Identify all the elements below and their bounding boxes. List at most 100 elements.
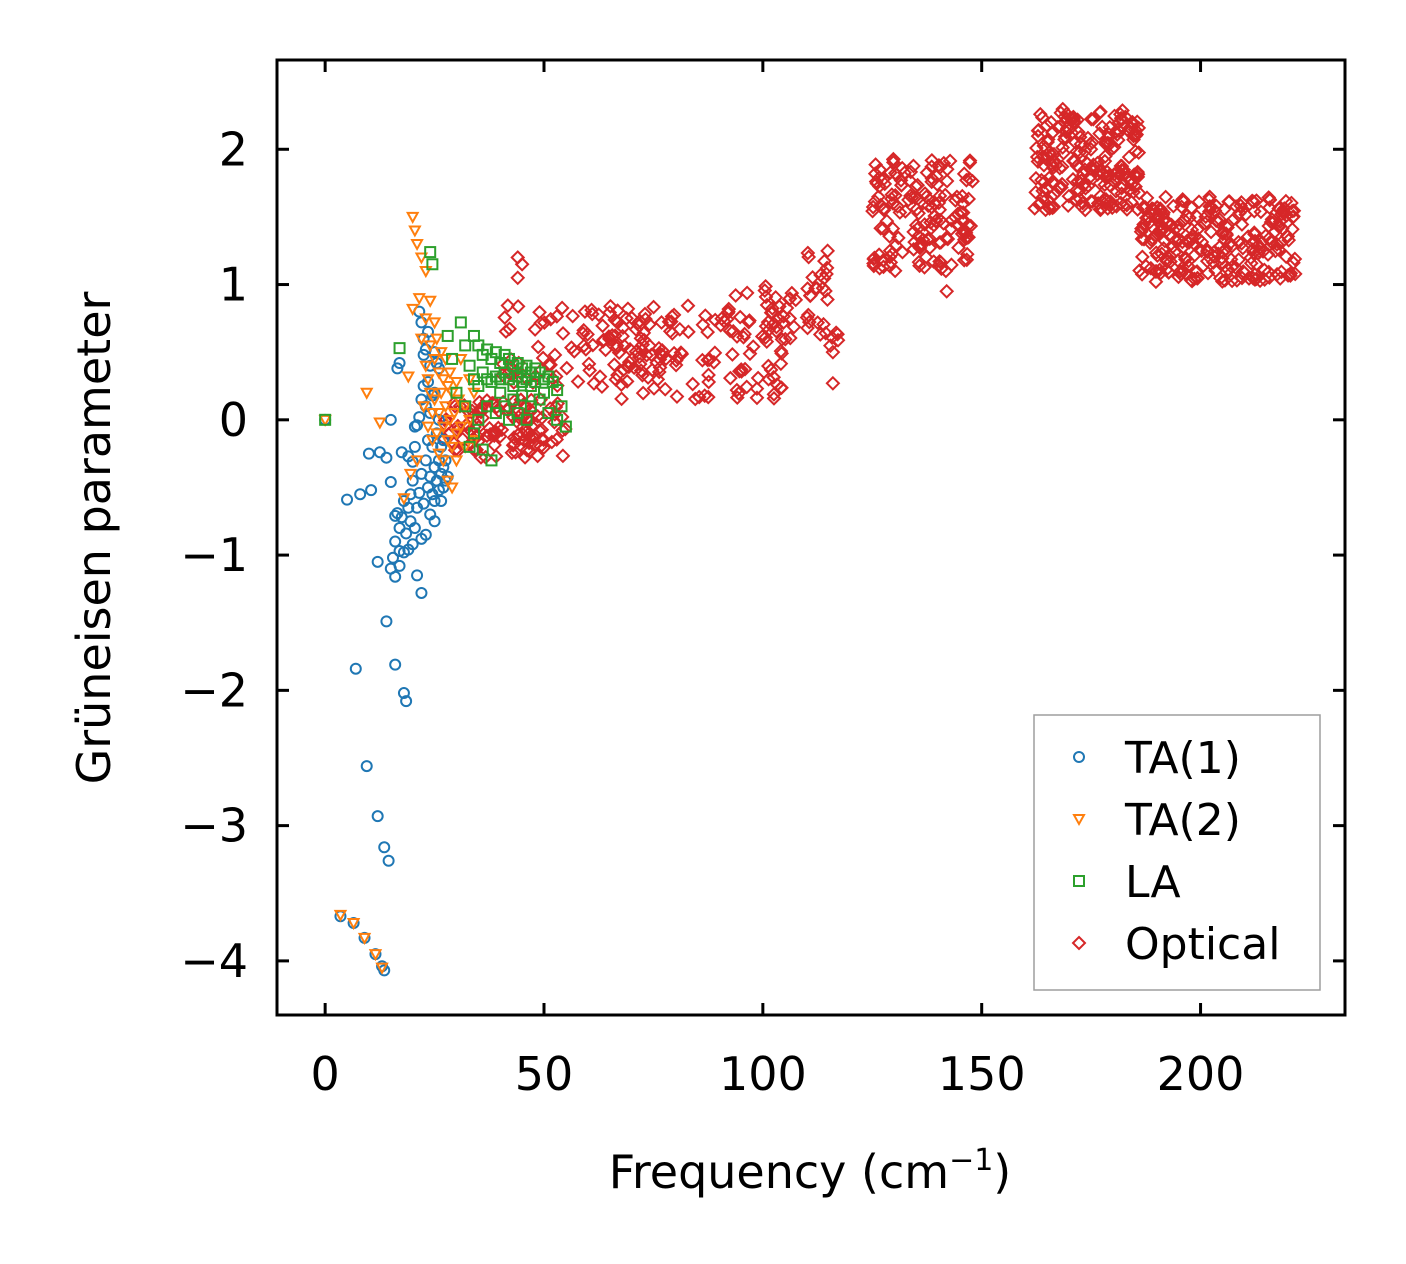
data-point	[527, 321, 543, 337]
data-point	[635, 385, 651, 401]
data-point	[805, 269, 821, 285]
data-point	[652, 351, 668, 367]
data-point	[1038, 151, 1054, 166]
data-point	[432, 367, 446, 380]
data-point	[701, 367, 716, 383]
data-point	[958, 225, 974, 241]
data-point	[1104, 141, 1120, 157]
data-point	[732, 309, 748, 325]
data-point	[1184, 200, 1200, 216]
data-point	[436, 421, 451, 434]
data-point	[758, 318, 774, 334]
data-point	[642, 316, 657, 332]
data-point	[694, 352, 710, 368]
data-point	[672, 321, 688, 337]
data-point	[1191, 194, 1207, 210]
data-point	[419, 528, 432, 541]
data-point	[421, 421, 435, 434]
data-point	[1224, 259, 1240, 275]
data-point	[901, 192, 916, 208]
data-point	[425, 408, 440, 421]
data-point	[635, 337, 651, 352]
data-point	[1176, 193, 1192, 209]
data-point	[673, 345, 689, 361]
data-point	[865, 203, 880, 219]
data-point	[412, 293, 426, 306]
data-point	[1287, 251, 1303, 267]
data-point	[1110, 121, 1126, 137]
data-point	[1123, 171, 1139, 187]
data-point	[416, 401, 431, 414]
data-point	[1207, 244, 1222, 260]
data-point	[1282, 268, 1298, 283]
data-point	[1060, 198, 1076, 213]
data-point	[936, 155, 952, 171]
data-point	[1065, 153, 1081, 169]
data-point	[402, 501, 415, 514]
data-point	[393, 357, 406, 370]
data-point	[1093, 163, 1108, 179]
data-point	[1158, 189, 1174, 205]
legend-marker-3	[1073, 875, 1085, 887]
data-point	[555, 448, 571, 464]
legend-items: TA(1) TA(2) LA Optical	[1071, 733, 1280, 970]
data-point	[1189, 270, 1205, 286]
data-point	[427, 317, 442, 330]
data-point	[354, 488, 367, 501]
data-point	[777, 331, 793, 347]
data-point	[555, 400, 568, 413]
data-point	[736, 329, 751, 345]
data-point	[1156, 221, 1171, 237]
data-point	[1165, 198, 1181, 214]
data-point	[624, 310, 640, 326]
data-point	[510, 298, 526, 314]
data-point	[865, 199, 881, 215]
plot-frame	[275, 58, 1347, 1017]
data-point	[892, 205, 908, 220]
data-point	[1075, 195, 1090, 211]
data-point	[742, 313, 757, 328]
data-point	[467, 435, 481, 448]
data-point	[1220, 220, 1235, 235]
data-point	[739, 285, 755, 301]
data-point	[485, 454, 498, 467]
data-point	[706, 354, 722, 370]
data-point	[576, 322, 592, 338]
data-point	[959, 230, 975, 246]
data-point	[549, 308, 565, 324]
data-point	[459, 400, 472, 413]
data-point	[578, 341, 594, 357]
tick-labels: 0 50 100 150 200 −4 −3 −2 −1 0 1 2	[180, 122, 1244, 1101]
data-point	[1029, 140, 1044, 156]
data-point	[895, 244, 910, 260]
data-point	[1283, 195, 1299, 211]
data-point	[554, 300, 570, 316]
x-tick-label: 150	[938, 1047, 1026, 1101]
data-point	[1121, 149, 1137, 165]
data-point	[812, 327, 828, 342]
data-point	[408, 522, 421, 535]
data-point	[728, 288, 744, 303]
data-point	[473, 402, 489, 418]
data-point	[424, 246, 437, 259]
data-point	[1056, 145, 1071, 161]
data-point	[1214, 255, 1230, 270]
data-point	[511, 407, 524, 420]
data-point	[472, 379, 485, 392]
data-point	[800, 307, 816, 323]
data-point	[384, 476, 397, 489]
data-point	[680, 324, 696, 340]
data-point	[936, 215, 951, 231]
data-point	[782, 330, 798, 346]
data-point	[492, 429, 508, 444]
data-point	[887, 263, 903, 279]
data-point	[1028, 170, 1044, 186]
data-point	[1170, 253, 1186, 268]
data-point	[498, 324, 514, 339]
legend-marker-4	[1071, 935, 1087, 951]
data-point	[1202, 198, 1218, 214]
data-point	[633, 363, 649, 379]
data-point	[890, 199, 906, 214]
data-point	[516, 389, 529, 402]
data-point	[443, 367, 457, 380]
